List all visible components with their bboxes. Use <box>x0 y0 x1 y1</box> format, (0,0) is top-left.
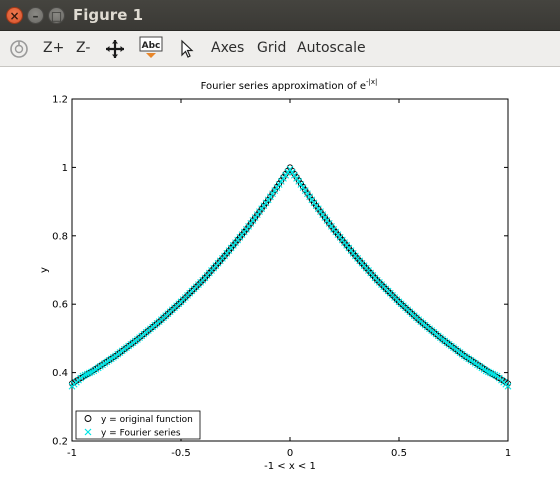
figure-canvas[interactable]: Fourier series approximation of e-|x| -1… <box>0 67 560 489</box>
legend-x-marker <box>84 428 92 436</box>
y-tick-label: 0.2 <box>52 437 68 448</box>
data-point-fourier <box>264 196 272 204</box>
zoom-out-button[interactable]: Z- <box>76 40 91 56</box>
x-tick-label: 0.5 <box>391 448 407 459</box>
x-tick-label: 1 <box>505 448 511 459</box>
data-point-fourier <box>297 181 305 188</box>
legend-circle-marker <box>84 415 92 422</box>
figure-toolbar: Z+ Z- Abc Axes Grid Autoscale <box>0 31 560 67</box>
y-tick-label: 0.6 <box>52 300 68 311</box>
data-point-fourier <box>86 369 93 377</box>
series-fourier <box>68 165 512 390</box>
data-point-fourier <box>275 181 283 188</box>
y-tick-label: 1 <box>62 163 68 174</box>
legend-box <box>75 410 201 440</box>
data-point-fourier <box>277 178 285 185</box>
data-point-fourier <box>282 171 290 179</box>
chart-svg[interactable]: Fourier series approximation of e-|x| -1… <box>0 67 560 489</box>
axis-ticks: -1 -0.5 0 0.5 1 0.2 0.4 0.6 0.8 1 1.2 <box>52 95 511 460</box>
data-point-fourier <box>299 184 307 191</box>
minimize-window-button[interactable]: – <box>27 7 44 24</box>
data-point-fourier <box>504 382 512 390</box>
x-tick-label: 0 <box>287 448 293 459</box>
data-point-fourier <box>301 187 309 195</box>
data-point-fourier <box>280 174 287 182</box>
y-tick-label: 0.8 <box>52 231 68 242</box>
data-point-fourier <box>266 193 274 201</box>
svg-text:Abc: Abc <box>142 41 161 51</box>
chart-title: Fourier series approximation of e-|x| <box>201 78 378 92</box>
autoscale-button[interactable]: Autoscale <box>297 40 366 56</box>
plot-axes-box <box>71 98 509 442</box>
data-point-fourier <box>487 369 494 377</box>
x-axis-label: -1 < x < 1 <box>264 461 316 472</box>
axes-button[interactable]: Axes <box>211 40 245 56</box>
legend-label-fourier: y = Fourier series <box>101 429 181 439</box>
y-axis-label: y <box>39 267 50 273</box>
data-point-fourier <box>290 171 298 179</box>
data-point-fourier <box>88 368 96 376</box>
data-point-fourier <box>81 371 89 379</box>
data-point-fourier <box>484 368 492 376</box>
data-point-fourier <box>293 174 300 182</box>
data-point-fourier <box>288 168 296 176</box>
window-titlebar[interactable]: × – □ Figure 1 <box>0 0 560 31</box>
legend[interactable]: y = original function y = Fourier series <box>75 410 201 440</box>
series-layer <box>68 164 512 390</box>
data-point-fourier <box>491 371 499 379</box>
data-point-fourier <box>273 184 281 191</box>
maximize-window-button[interactable]: □ <box>48 7 65 24</box>
data-point-fourier <box>482 367 490 375</box>
data-point-fourier <box>286 165 294 173</box>
data-point-fourier <box>295 178 303 185</box>
data-point-fourier <box>269 190 276 198</box>
grid-button[interactable]: Grid <box>257 40 287 56</box>
select-cursor-icon[interactable] <box>179 39 195 63</box>
x-tick-label: -0.5 <box>171 448 191 459</box>
y-tick-label: 1.2 <box>52 95 68 106</box>
close-window-button[interactable]: × <box>6 7 23 24</box>
series-original-function <box>68 164 512 387</box>
x-tick-label: -1 <box>67 448 77 459</box>
data-point-fourier <box>79 372 87 380</box>
data-point-fourier <box>271 187 279 195</box>
legend-label-original: y = original function <box>101 415 193 425</box>
zoom-in-button[interactable]: Z+ <box>43 40 65 56</box>
data-point-fourier <box>304 190 311 198</box>
pan-icon[interactable] <box>105 39 125 63</box>
text-insert-icon[interactable]: Abc <box>139 36 163 64</box>
data-point-fourier <box>489 370 497 378</box>
data-point-fourier <box>83 370 91 378</box>
data-point-fourier <box>306 193 314 201</box>
window-title: Figure 1 <box>73 6 144 24</box>
y-tick-label: 0.4 <box>52 368 68 379</box>
rotate-icon[interactable] <box>9 39 29 63</box>
